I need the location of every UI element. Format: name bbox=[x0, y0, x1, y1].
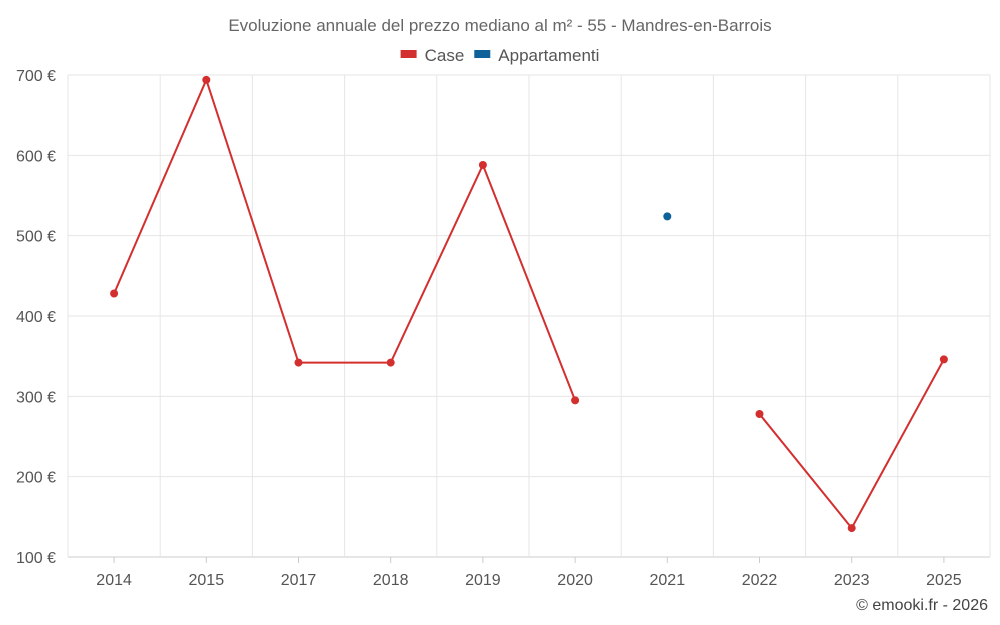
data-point[interactable] bbox=[110, 289, 119, 298]
x-tick-label: 2021 bbox=[650, 572, 686, 589]
y-tick-label: 300 € bbox=[16, 389, 56, 406]
y-tick-label: 700 € bbox=[16, 68, 56, 85]
x-tick-label: 2023 bbox=[834, 572, 870, 589]
x-tick-label: 2025 bbox=[926, 572, 962, 589]
series-appartamenti bbox=[663, 212, 672, 221]
y-tick-label: 500 € bbox=[16, 229, 56, 246]
data-point[interactable] bbox=[386, 358, 395, 367]
x-tick-label: 2014 bbox=[96, 572, 132, 589]
x-tick-label: 2022 bbox=[742, 572, 778, 589]
x-tick-label: 2020 bbox=[557, 572, 593, 589]
data-point[interactable] bbox=[202, 75, 211, 84]
x-tick-label: 2017 bbox=[281, 572, 317, 589]
y-tick-label: 200 € bbox=[16, 470, 56, 487]
y-tick-label: 600 € bbox=[16, 148, 56, 165]
data-point[interactable] bbox=[847, 524, 856, 533]
series-layer bbox=[110, 75, 948, 533]
legend-label: Appartamenti bbox=[498, 46, 599, 65]
legend: Case Appartamenti bbox=[400, 46, 599, 65]
chart-title: Evoluzione annuale del prezzo mediano al… bbox=[228, 16, 771, 35]
series-line bbox=[758, 358, 945, 530]
data-point[interactable] bbox=[294, 358, 303, 367]
legend-swatch bbox=[400, 50, 417, 58]
series-case bbox=[110, 75, 948, 533]
x-gridlines bbox=[67, 75, 991, 557]
x-tick-label: 2015 bbox=[189, 572, 225, 589]
y-tick-label: 100 € bbox=[16, 550, 56, 567]
x-tick-label: 2018 bbox=[373, 572, 409, 589]
x-tick-label: 2019 bbox=[465, 572, 501, 589]
x-axis-ticks: 2014 2015 2017 2018 2019 2020 2021 2022 2023 2025 bbox=[96, 557, 962, 589]
data-point[interactable] bbox=[939, 355, 948, 364]
y-tick-label: 400 € bbox=[16, 309, 56, 326]
data-point[interactable] bbox=[663, 212, 672, 221]
legend-swatch bbox=[474, 50, 491, 58]
legend-label: Case bbox=[425, 46, 465, 65]
data-point[interactable] bbox=[755, 410, 764, 419]
data-point[interactable] bbox=[478, 160, 487, 169]
legend-item-case[interactable]: Case bbox=[400, 46, 465, 65]
credit-text: © emooki.fr - 2026 bbox=[856, 597, 988, 614]
data-point[interactable] bbox=[571, 396, 580, 405]
legend-item-appartamenti[interactable]: Appartamenti bbox=[474, 46, 599, 65]
series-line bbox=[113, 78, 577, 401]
y-axis-ticks: 100 € 200 € 300 € 400 € 500 € 600 € 700 € bbox=[16, 68, 56, 567]
